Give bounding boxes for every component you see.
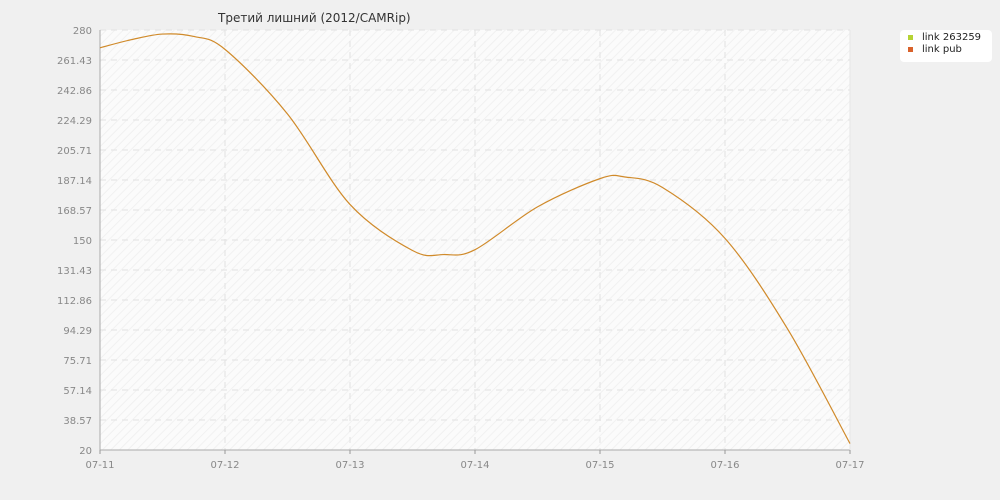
legend-box: [900, 30, 992, 62]
y-tick-label: 187.14: [57, 176, 92, 187]
series-line: [99, 33, 851, 444]
x-tick-label: 07-14: [460, 460, 489, 471]
y-tick-label: 150: [73, 236, 92, 247]
y-tick-label: 168.57: [57, 206, 92, 217]
legend-swatch: [908, 47, 913, 52]
x-axis-ticks: 07-11 07-12 07-13 07-14 07-15 07-16 07-17: [85, 450, 865, 471]
x-tick-label: 07-15: [585, 460, 614, 471]
y-tick-label: 57.14: [63, 386, 92, 397]
legend-swatch: [908, 35, 913, 40]
y-tick-label: 131.43: [57, 266, 92, 277]
y-axis-ticks: 20 38.57 57.14 75.71 94.29 112.86 131.43 150 168…: [57, 26, 92, 457]
series-lines: [99, 33, 851, 444]
x-tick-label: 07-16: [710, 460, 739, 471]
y-tick-label: 20: [79, 446, 92, 457]
legend-label: link 263259: [922, 32, 981, 43]
y-tick-label: 224.29: [57, 116, 92, 127]
y-tick-label: 94.29: [63, 326, 92, 337]
x-tick-label: 07-13: [335, 460, 364, 471]
y-tick-label: 112.86: [57, 296, 92, 307]
y-tick-label: 38.57: [63, 416, 92, 427]
y-tick-label: 75.71: [63, 356, 92, 367]
chart-title: Третий лишний (2012/CAMRip): [217, 11, 411, 25]
y-tick-label: 205.71: [57, 146, 92, 157]
x-tick-label: 07-11: [85, 460, 114, 471]
y-tick-label: 280: [73, 26, 92, 37]
y-tick-label: 261.43: [57, 56, 92, 67]
x-tick-label: 07-12: [210, 460, 239, 471]
legend-label: link pub: [922, 44, 962, 55]
y-tick-label: 242.86: [57, 86, 92, 97]
x-tick-label: 07-17: [835, 460, 864, 471]
